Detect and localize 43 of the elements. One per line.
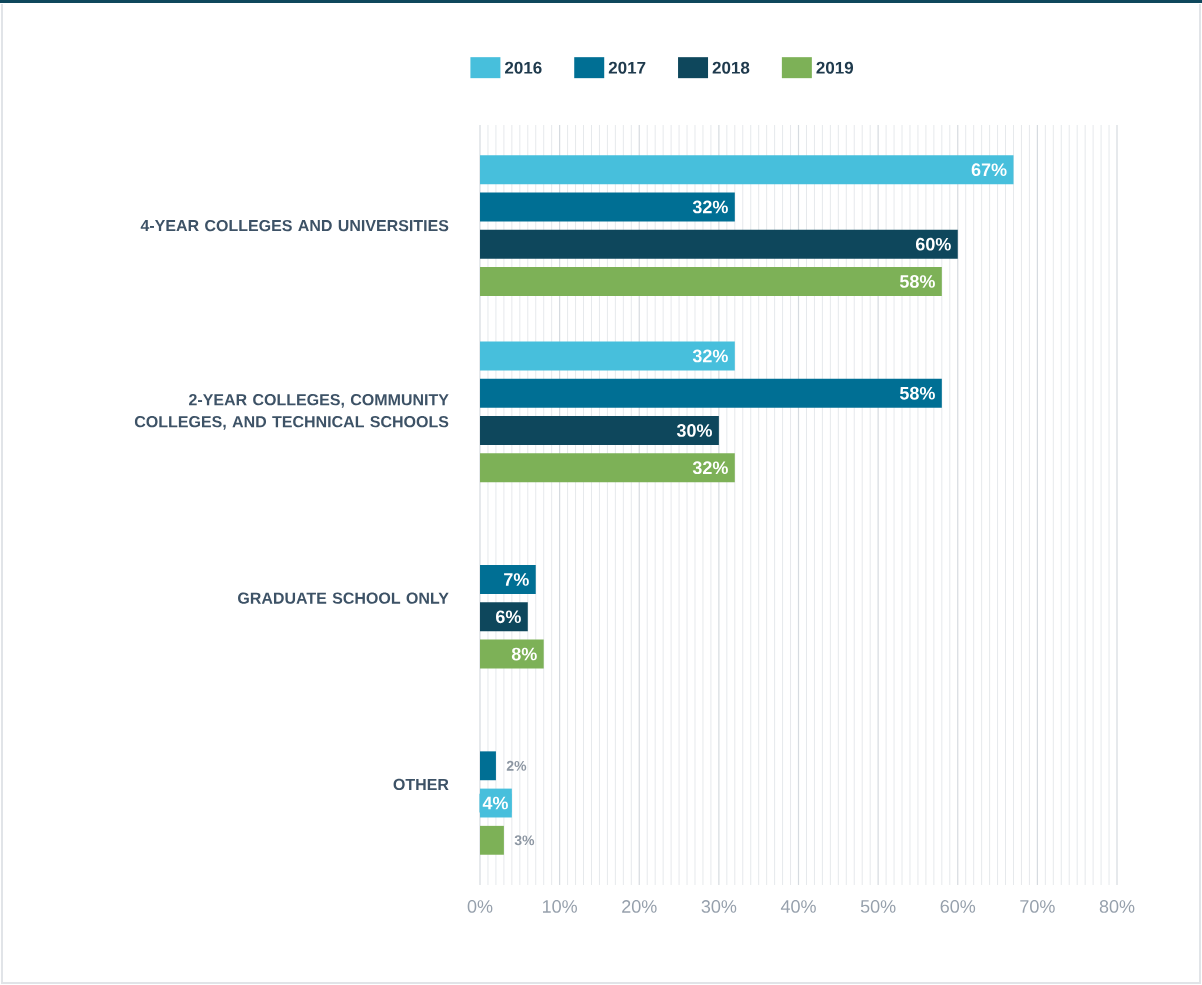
data-label: 32% <box>692 200 728 214</box>
x-tick-label: 0% <box>467 900 493 913</box>
data-label: 32% <box>692 461 728 475</box>
bar <box>480 825 504 855</box>
bar <box>480 453 735 483</box>
data-label: 6% <box>496 610 521 624</box>
legend-label: 2017 <box>608 61 646 74</box>
data-label: 7% <box>504 573 529 586</box>
x-tick-label: 80% <box>1099 900 1135 913</box>
bar <box>480 155 1014 185</box>
x-tick-label: 10% <box>543 900 577 913</box>
data-label: 4% <box>482 796 508 810</box>
x-tick-label: 20% <box>622 900 657 913</box>
data-label: 3% <box>514 835 535 846</box>
bar <box>480 192 735 222</box>
data-label: 58% <box>899 386 935 400</box>
bar <box>480 565 536 594</box>
y-tick-label: OTHER <box>393 778 449 791</box>
legend-label: 2018 <box>712 61 750 74</box>
y-tick-label: 4-YEAR COLLEGES AND UNIVERSITIES <box>140 219 449 232</box>
bar <box>480 602 528 632</box>
data-label: 30% <box>676 424 712 437</box>
bar <box>480 378 942 408</box>
x-tick-label: 60% <box>940 900 976 913</box>
data-label: 67% <box>971 163 1007 177</box>
bar <box>480 267 942 296</box>
x-tick-label: 70% <box>1020 900 1055 913</box>
bar <box>480 416 719 445</box>
x-tick-label: 30% <box>701 900 737 913</box>
x-tick-label: 40% <box>780 900 816 913</box>
data-label: 8% <box>511 647 537 661</box>
y-tick-label: 2-YEAR COLLEGES, COMMUNITY COLLEGES, AND TECHNICAL SCHOOLS <box>134 394 449 430</box>
data-label: 58% <box>899 275 935 288</box>
legend-label: 2016 <box>505 61 542 74</box>
data-label: 60% <box>915 237 951 251</box>
bar <box>480 751 496 781</box>
y-tick-label: GRADUATE SCHOOL ONLY <box>238 592 449 604</box>
x-tick-label: 50% <box>860 900 896 913</box>
bar <box>480 229 958 259</box>
bar <box>480 341 735 371</box>
data-label: 2% <box>506 760 527 771</box>
data-label: 32% <box>692 349 728 363</box>
legend-label: 2019 <box>816 61 854 74</box>
